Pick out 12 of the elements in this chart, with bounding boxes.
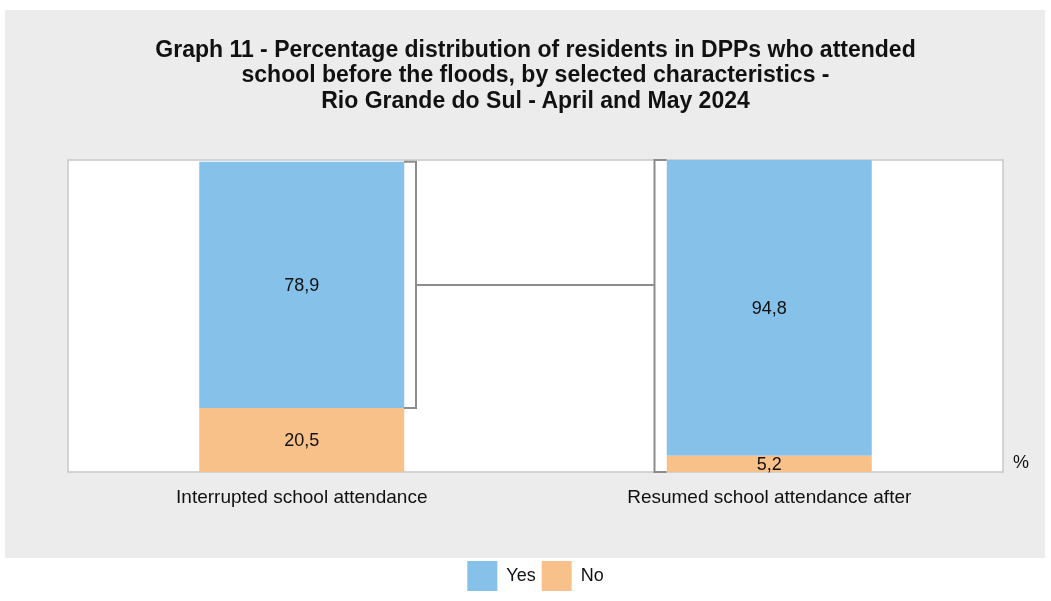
legend-label: No [580,564,604,585]
chart-title: Graph 11 - Percentage distribution of residents in DPPs who attended school before the floods, by selected characteristics - Rio Grande do Sul - April and May 2024 [155,35,916,113]
bar [666,455,872,472]
x-tick-label: Resumed school attendance after [627,485,912,507]
legend-label: Yes [506,564,536,585]
bar [199,408,405,472]
data-label: 78,9 [284,274,320,295]
data-label: 94,8 [751,297,787,318]
data-label: 5,2 [756,453,782,474]
text: % [1013,451,1030,472]
x-tick-label: Interrupted school attendance [176,485,428,507]
data-label: 20,5 [284,429,320,450]
